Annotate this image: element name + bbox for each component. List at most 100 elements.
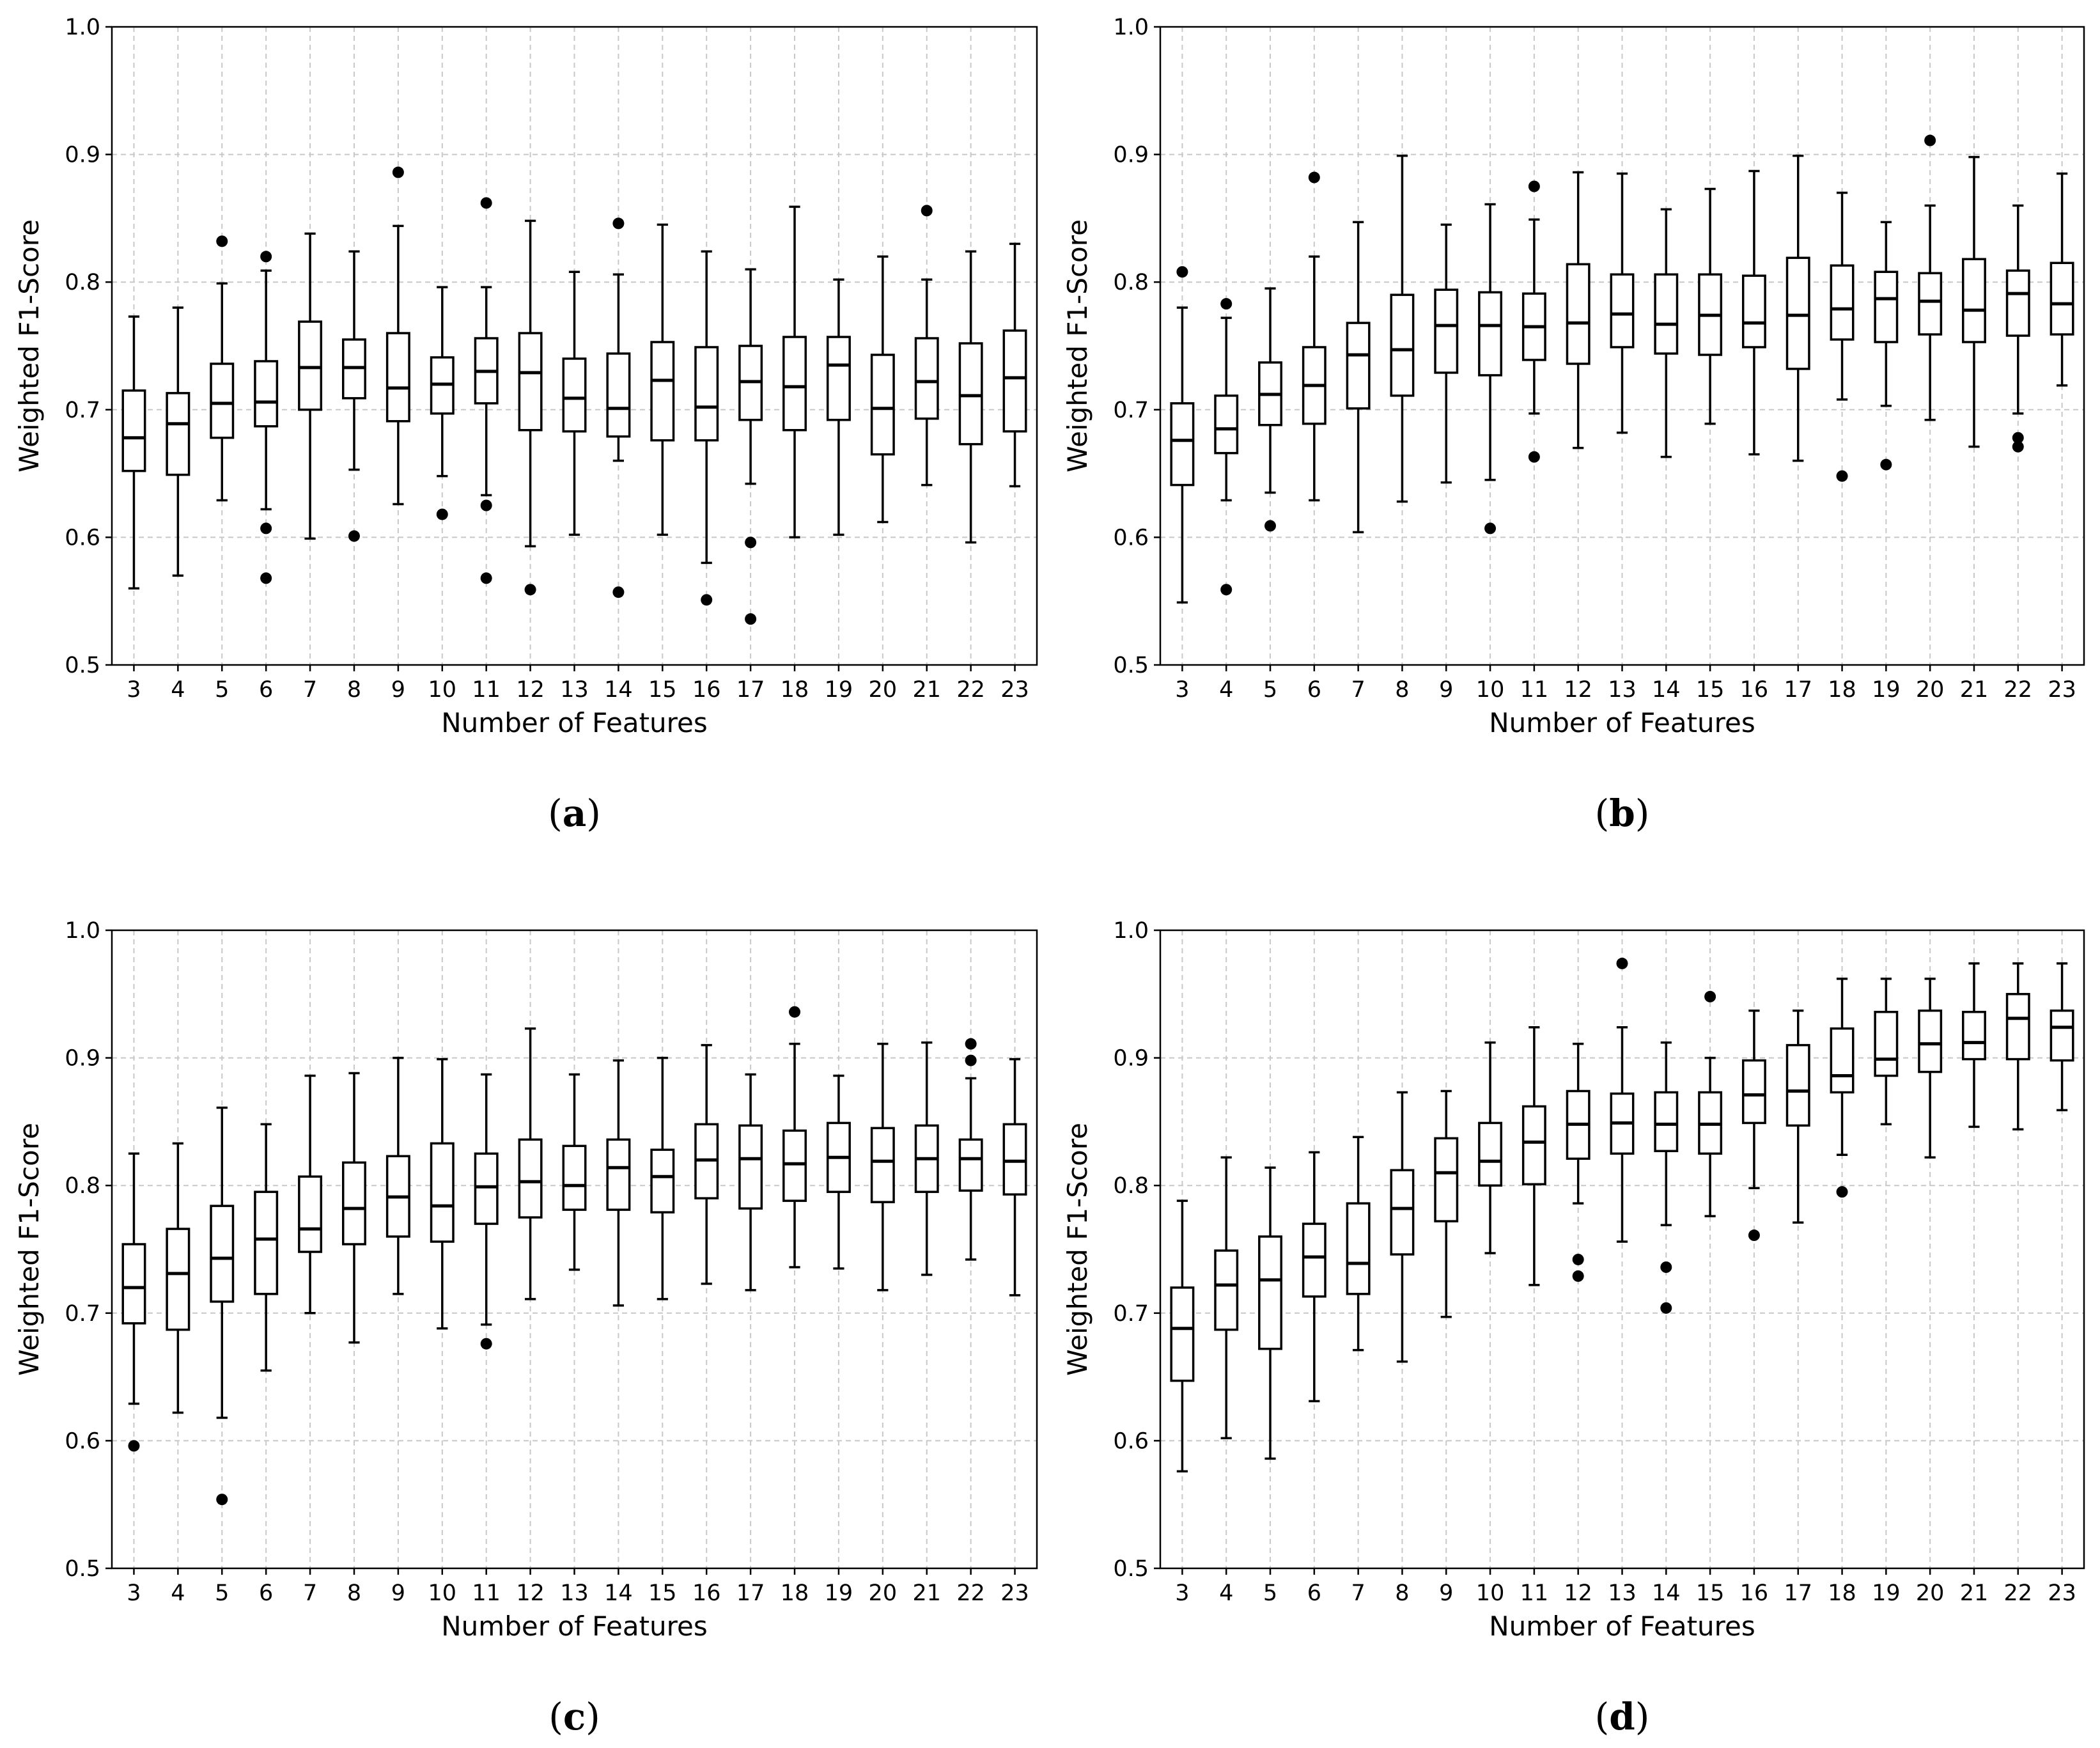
outlier-point: [1836, 1186, 1848, 1198]
x-tick-label: 5: [215, 677, 229, 703]
x-tick-label: 15: [1696, 1580, 1725, 1606]
x-tick-label: 12: [516, 677, 545, 703]
box-iqr: [782, 1129, 807, 1202]
box-23: [1002, 242, 1027, 488]
x-tick-label: 21: [1960, 1580, 1989, 1606]
box-13: [562, 270, 587, 536]
box-17: [1785, 1009, 1810, 1224]
box-iqr: [298, 320, 323, 411]
box-iqr: [2005, 993, 2030, 1061]
panel-caption: (c): [548, 1695, 600, 1738]
x-tick-label: 21: [912, 677, 941, 703]
box-11: [474, 197, 499, 584]
box-iqr: [1785, 1043, 1810, 1127]
outlier-point: [1880, 458, 1892, 471]
box-iqr: [562, 1144, 587, 1211]
box-7: [298, 232, 323, 540]
x-tick-label: 21: [912, 1580, 941, 1606]
x-tick-label: 18: [1828, 677, 1856, 703]
box-4: [1214, 1156, 1239, 1440]
box-10: [430, 1057, 455, 1330]
x-tick-label: 12: [516, 1580, 545, 1606]
x-tick-label: 7: [303, 677, 317, 703]
outlier-point: [1176, 266, 1188, 278]
x-tick-label: 4: [1219, 677, 1233, 703]
box-8: [1390, 154, 1415, 503]
x-tick-label: 23: [2048, 677, 2076, 703]
x-tick-label: 18: [781, 677, 809, 703]
box-iqr: [1002, 329, 1027, 433]
outlier-point: [745, 536, 757, 549]
x-tick-label: 17: [1784, 1580, 1812, 1606]
x-tick-label: 23: [2048, 1580, 2076, 1606]
box-13: [562, 1073, 587, 1271]
y-axis-label: Weighted F1-Score: [1062, 219, 1093, 472]
x-tick-label: 6: [259, 1580, 273, 1606]
outlier-point: [1924, 134, 1936, 146]
box-3: [121, 315, 146, 589]
x-tick-label: 17: [736, 677, 765, 703]
box-iqr: [342, 1161, 366, 1245]
x-tick-label: 16: [1740, 1580, 1769, 1606]
x-tick-label: 18: [781, 1580, 809, 1606]
y-tick-label: 0.6: [65, 525, 100, 550]
box-23: [1002, 1057, 1027, 1297]
y-tick-label: 0.9: [65, 1046, 100, 1072]
axes-frame: [1159, 929, 2085, 1570]
box-16: [694, 250, 719, 606]
box-22: [2005, 204, 2030, 453]
box-iqr: [1874, 270, 1899, 343]
x-tick-label: 22: [2004, 1580, 2033, 1606]
outlier-point: [348, 530, 360, 542]
box-11: [1521, 1026, 1546, 1286]
x-tick-label: 17: [1784, 677, 1812, 703]
x-tick-label: 12: [1564, 677, 1592, 703]
box-iqr: [2049, 1009, 2074, 1062]
y-tick-label: 0.8: [65, 270, 100, 295]
box-iqr: [1830, 264, 1855, 341]
panel-d: 3 4 5 6 7 8 9 10 11 12 13 14 15 16 17 18 19 20 21 22 23 0.5 0.…: [1062, 918, 2085, 1738]
box-18: [782, 1006, 807, 1268]
x-tick-label: 4: [171, 677, 185, 703]
box-15: [650, 223, 675, 536]
x-tick-label: 13: [1608, 1580, 1637, 1606]
outlier-point: [1308, 171, 1320, 183]
y-tick-label: 0.7: [1113, 398, 1149, 423]
outlier-point: [1528, 180, 1540, 192]
x-tick-label: 16: [692, 677, 721, 703]
box-20: [1918, 134, 1943, 421]
box-iqr: [1258, 1235, 1282, 1350]
x-tick-label: 10: [428, 1580, 457, 1606]
x-tick-label: 11: [1520, 677, 1549, 703]
box-iqr: [1478, 1121, 1503, 1187]
box-21: [1962, 155, 1986, 448]
y-tick-label: 0.9: [1113, 1046, 1149, 1072]
box-iqr: [518, 1138, 543, 1219]
box-3: [1170, 266, 1195, 604]
x-tick-label: 14: [1652, 677, 1681, 703]
x-tick-label: 20: [1916, 1580, 1945, 1606]
box-12: [1566, 171, 1591, 449]
box-10: [430, 286, 455, 520]
outlier-point: [1836, 470, 1848, 482]
box-10: [1478, 203, 1503, 535]
box-7: [1346, 221, 1371, 534]
x-tick-label: 11: [472, 677, 501, 703]
box-15: [650, 1056, 675, 1300]
x-tick-label: 14: [604, 677, 633, 703]
x-tick-label: 15: [648, 1580, 677, 1606]
box-22: [958, 250, 983, 544]
x-tick-label: 5: [215, 1580, 229, 1606]
box-4: [1214, 298, 1239, 596]
box-9: [1434, 1089, 1459, 1318]
x-tick-label: 19: [1872, 1580, 1901, 1606]
outlier-point: [2012, 432, 2024, 444]
box-iqr: [121, 389, 146, 472]
y-tick-label: 0.7: [65, 1301, 100, 1327]
box-iqr: [870, 1127, 895, 1203]
outlier-point: [1220, 298, 1233, 310]
outlier-point: [1572, 1270, 1584, 1282]
box-iqr: [694, 346, 719, 442]
box-iqr: [1434, 1137, 1459, 1222]
box-iqr: [1478, 291, 1503, 377]
